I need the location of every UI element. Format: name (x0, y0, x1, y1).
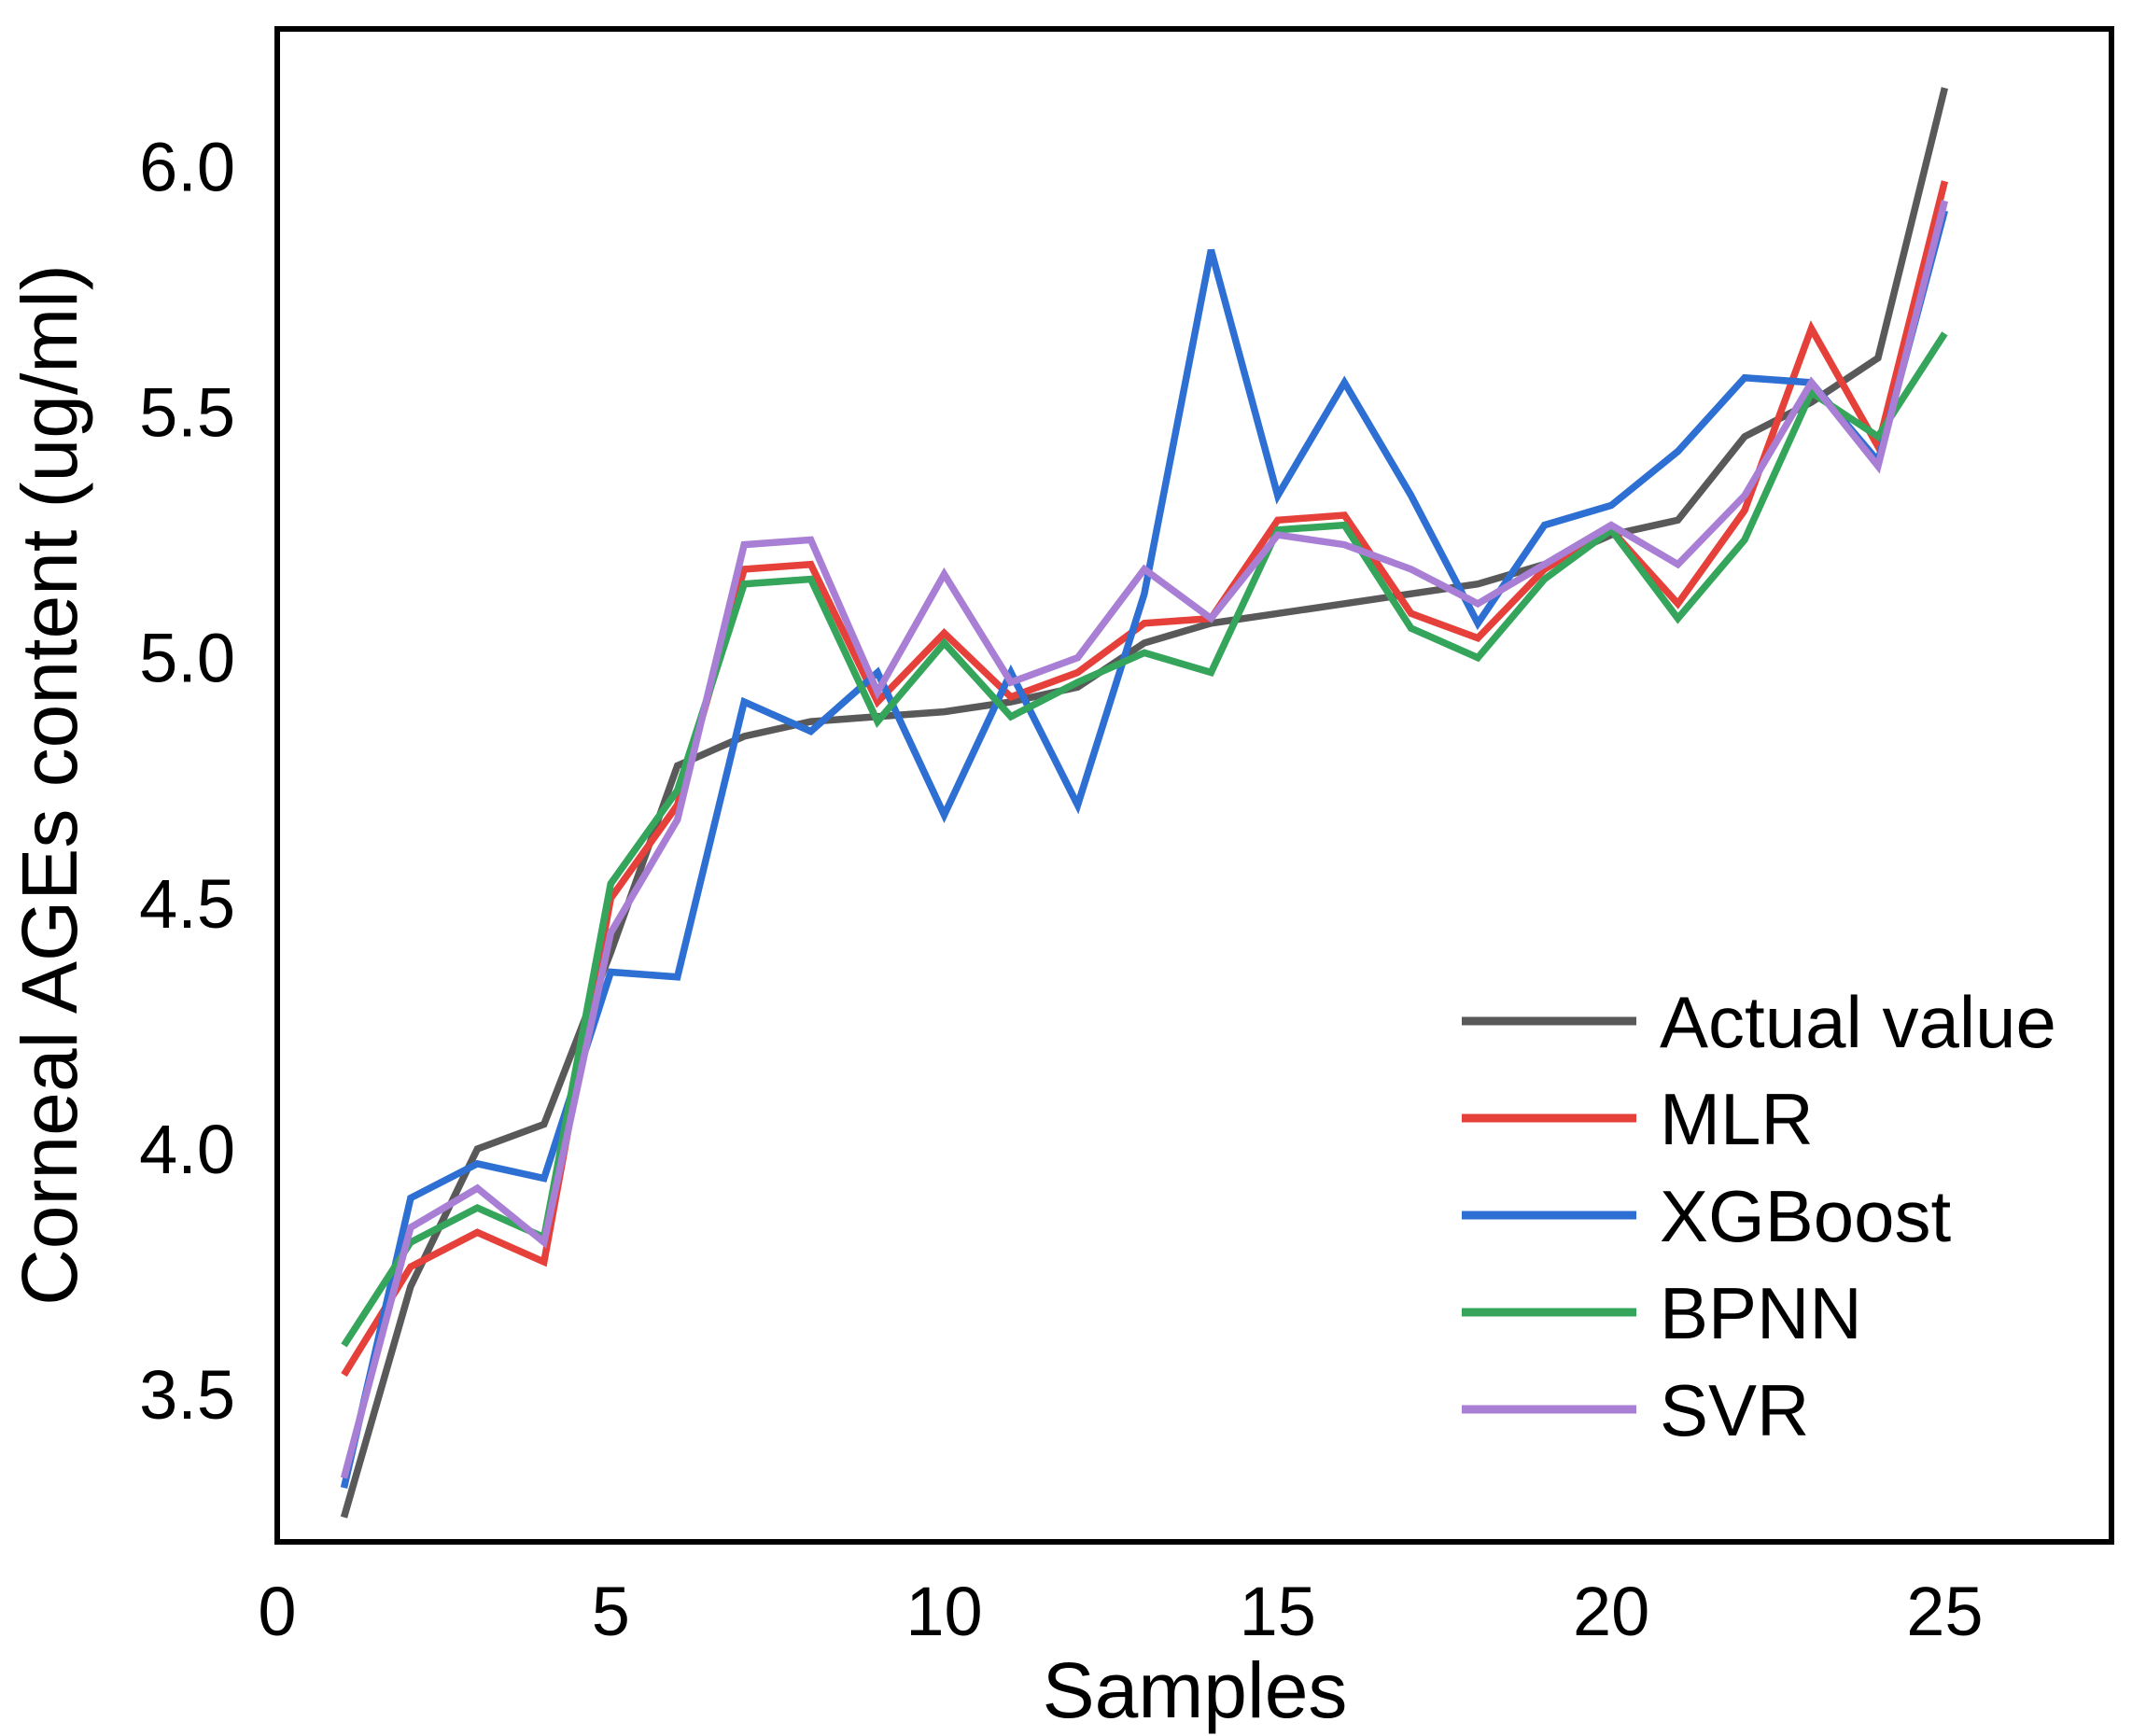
legend-entry-actual-value: Actual value (1462, 981, 2056, 1063)
y-axis-title: Corneal AGEs content (ug/ml) (6, 264, 93, 1306)
x-axis-tick-labels: 0 5 10 15 20 25 (258, 1573, 1983, 1650)
y-tick-label-5.5: 5.5 (139, 374, 235, 452)
x-tick-label-20: 20 (1573, 1573, 1649, 1650)
y-tick-label-3.5: 3.5 (139, 1356, 235, 1434)
y-tick-label-4.5: 4.5 (139, 865, 235, 943)
legend-label: MLR (1660, 1078, 1814, 1160)
legend-label: XGBoost (1660, 1175, 1951, 1257)
legend-entry-svr: SVR (1462, 1369, 1809, 1451)
series-group (340, 87, 1949, 1519)
legend-entry-bpnn: BPNN (1462, 1272, 1862, 1354)
y-tick-label-5.0: 5.0 (139, 620, 235, 697)
series-line-svr (340, 200, 1949, 1479)
legend-label: BPNN (1660, 1272, 1862, 1354)
x-axis-title: Samples (1043, 1646, 1348, 1734)
legend: Actual value MLR XGBoost BPNN SVR (1462, 981, 2056, 1451)
x-tick-label-15: 15 (1240, 1573, 1316, 1650)
y-tick-label-4.0: 4.0 (139, 1111, 235, 1188)
x-tick-label-5: 5 (592, 1573, 630, 1650)
y-axis-tick-labels: 3.5 4.0 4.5 5.0 5.5 6.0 (139, 128, 235, 1434)
legend-entry-mlr: MLR (1462, 1078, 1814, 1160)
series-line-xgboost (340, 209, 1949, 1489)
legend-entry-xgboost: XGBoost (1462, 1175, 1951, 1257)
x-tick-label-0: 0 (258, 1573, 296, 1650)
x-tick-label-10: 10 (905, 1573, 982, 1650)
legend-label: Actual value (1660, 981, 2056, 1063)
series-line-actual-value (340, 87, 1949, 1519)
y-tick-label-6.0: 6.0 (139, 128, 235, 205)
legend-label: SVR (1660, 1369, 1809, 1451)
x-tick-label-25: 25 (1906, 1573, 1983, 1650)
plot-frame (274, 26, 2114, 1545)
series-line-bpnn (341, 331, 1948, 1348)
